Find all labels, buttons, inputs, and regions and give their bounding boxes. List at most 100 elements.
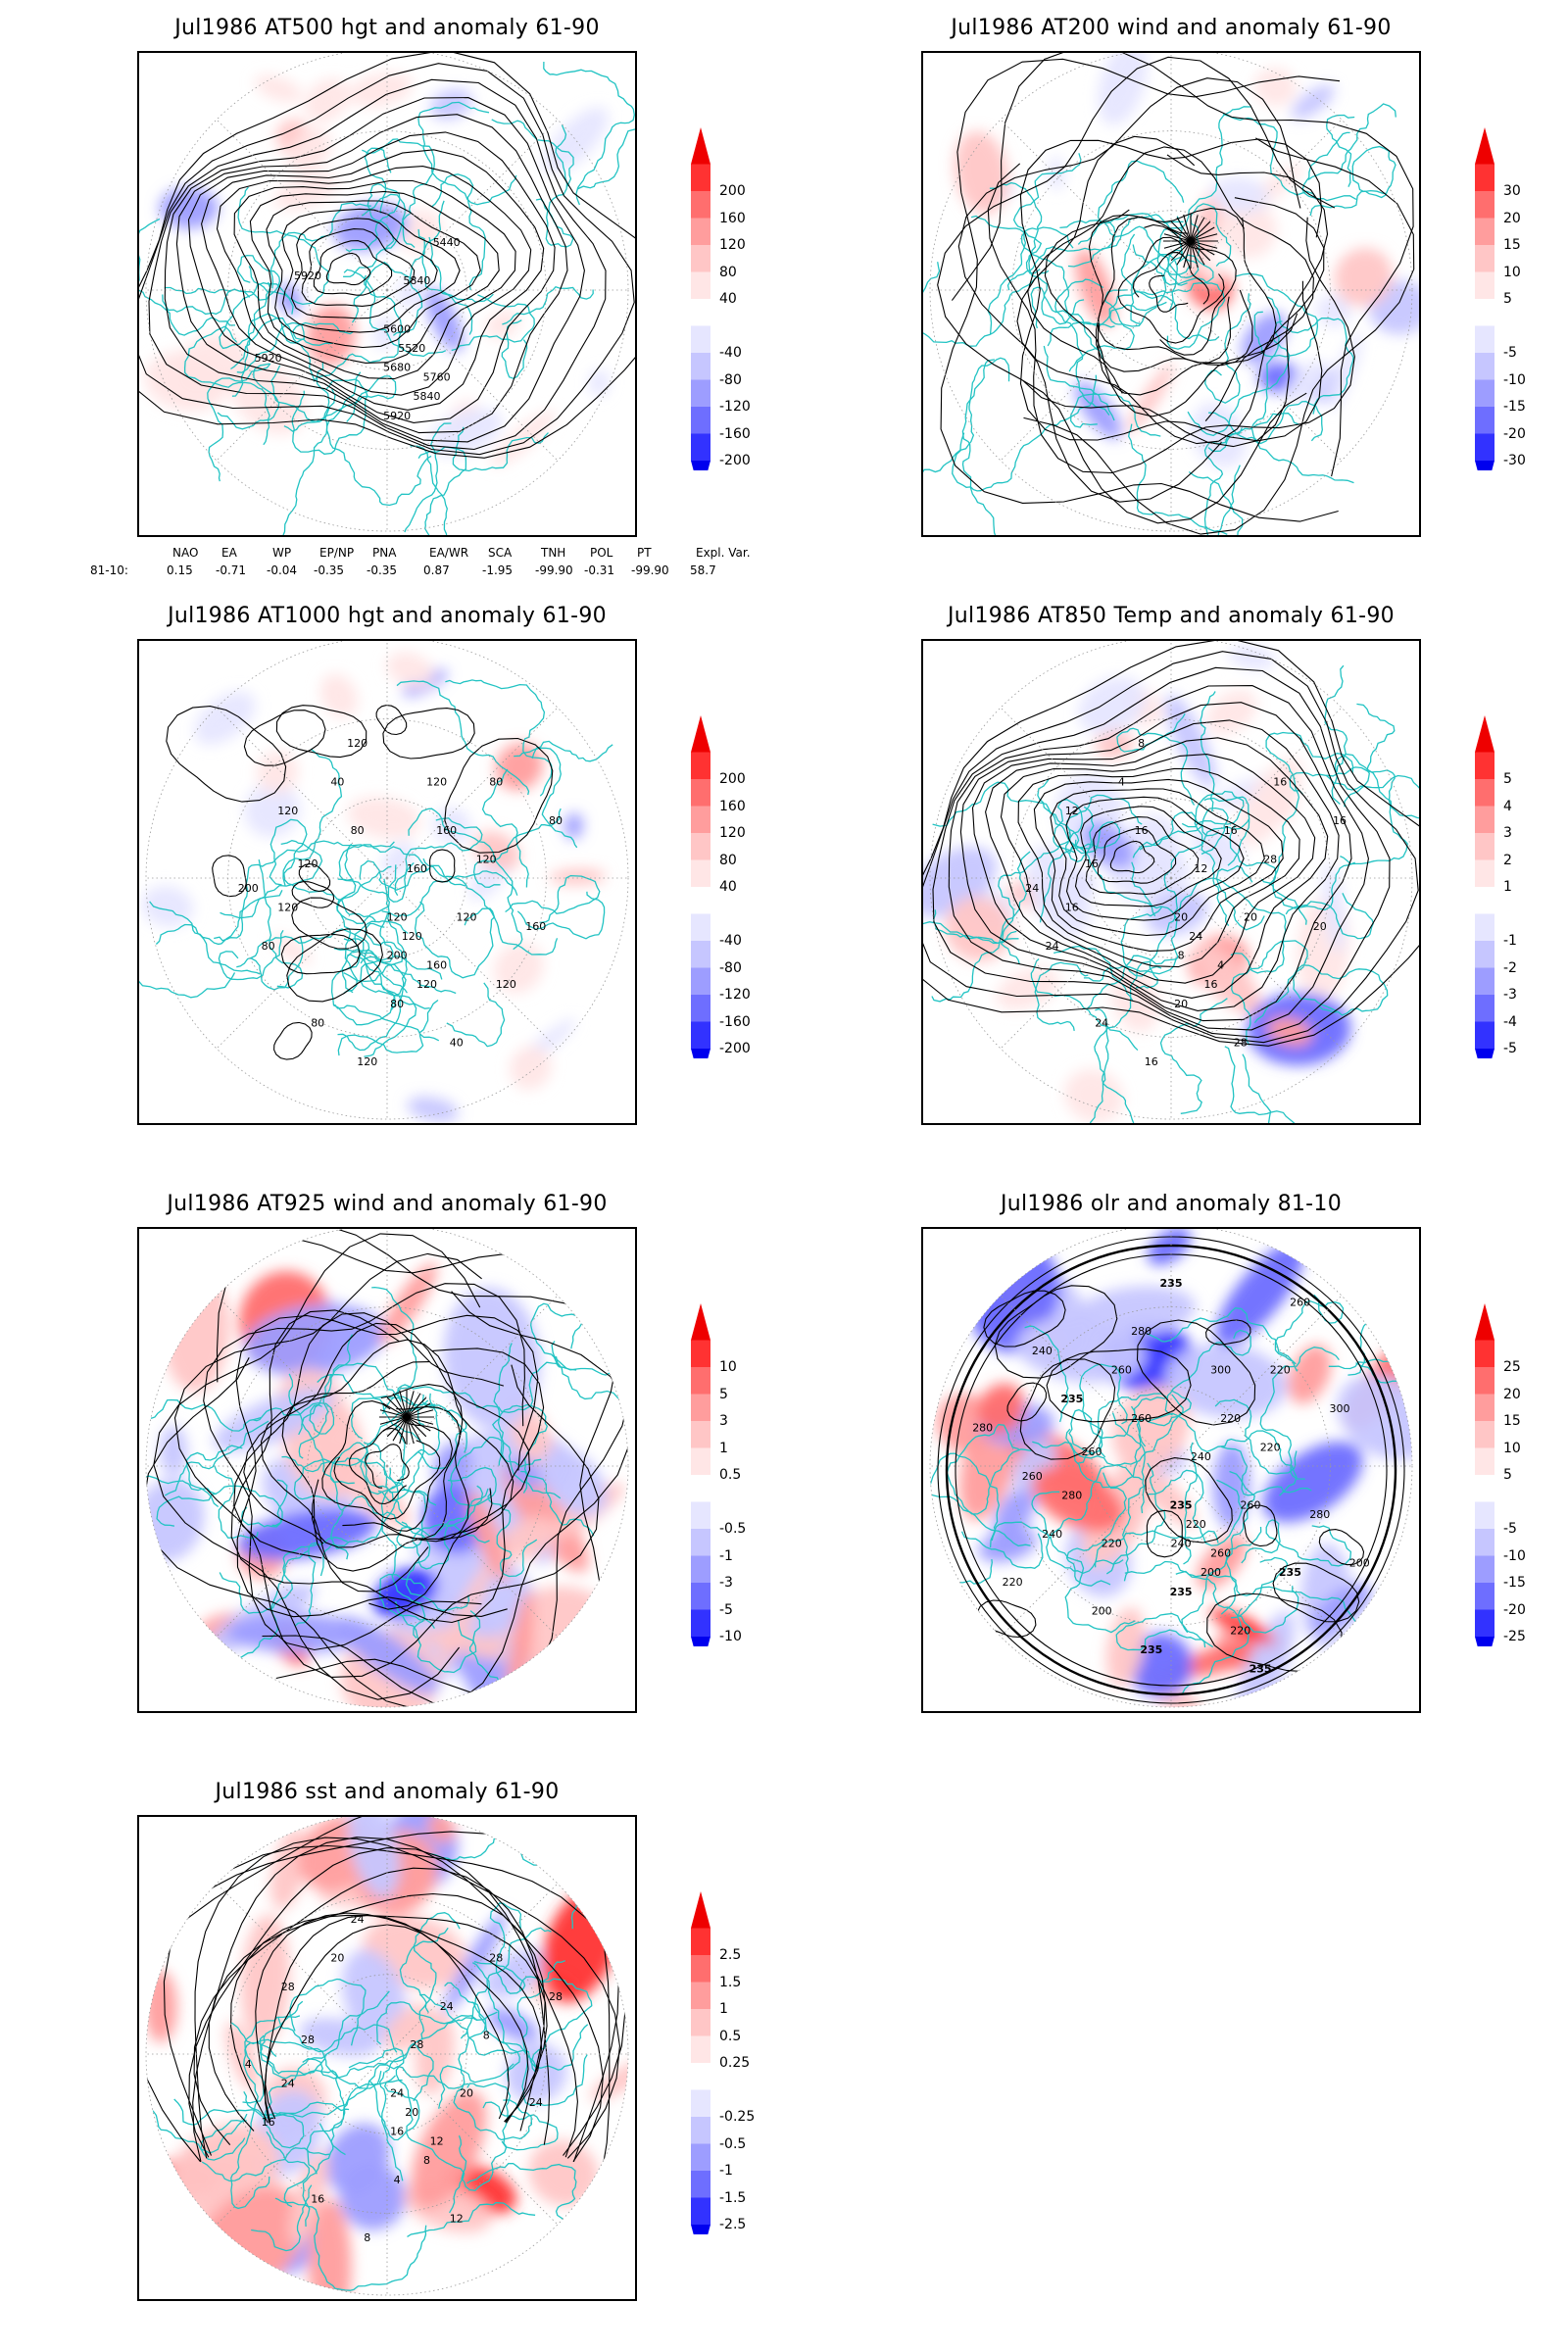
colorbar-label: -4 [1503,1013,1517,1030]
coastlines [146,1286,628,1707]
colorbar: 2.5 1.5 1 0.5 0.25 -0.25 -0.5 -1 -1.5 -2.5 [684,1891,802,2262]
contour-label: 220 [1003,1576,1023,1589]
contour-label: 24 [1189,930,1202,943]
teleconnection-value-cell: -0.31 [584,564,615,577]
panel-500-height: Jul1986 AT500 hgt and anomaly 61-90 5920 5… [137,16,941,545]
contour-label: 16 [1224,824,1238,837]
colorbar-label: 5 [719,1386,728,1402]
teleconnection-value-cell: -0.35 [367,564,398,577]
teleconnection-header-cell: WP [272,546,292,560]
contour-label: 120 [496,978,516,991]
colorbar-label: 40 [719,879,737,895]
contour-label: 160 [436,824,457,837]
map-frame [137,1227,637,1713]
coastlines [139,679,613,1057]
contour-label: 5440 [433,236,461,249]
colorbar-label: 25 [1503,1359,1521,1375]
contour-label: 300 [1330,1402,1350,1415]
teleconnection-value-cell: 58.7 [690,564,716,577]
colorbar-swatches [1475,1303,1494,1674]
teleconnection-value-cell: 0.15 [167,564,193,577]
colorbar-label: -40 [719,933,742,949]
colorbar-label: -1.5 [719,2189,747,2206]
contour-label: 220 [1270,1364,1291,1377]
colorbar-label: -30 [1503,453,1526,468]
colorbar-label: 40 [719,291,737,307]
colorbar-label: -5 [1503,1521,1517,1537]
contour-label: 28 [410,2038,423,2051]
contour-label: 160 [407,862,427,875]
colorbar-label: 1 [1503,879,1512,895]
graticule [145,53,629,532]
contour-label: 24 [1095,1017,1108,1030]
colorbar-label: 5 [1503,771,1512,787]
contour-label: 120 [298,858,318,870]
contour-label: 235 [1170,1498,1193,1511]
colorbar-label: -15 [1503,1575,1526,1591]
colorbar-label: -3 [719,1575,733,1591]
contour-label-layer: 260 240 220 235 220 240 260 200 235 240 220 260 280 2… [972,1277,1370,1676]
colorbar-label: -2.5 [719,2217,747,2232]
colorbar: 10 5 3 1 0.5 -0.5 -1 -3 -5 -10 [684,1303,802,1674]
colorbar: 200 160 120 80 40 -40 -80 -120 -160 -200 [684,127,802,498]
colorbar-label: 15 [1503,1413,1521,1429]
anomaly-shading [954,53,1419,468]
colorbar-label: -2 [1503,959,1517,976]
contour-label: 20 [460,2086,473,2099]
teleconnection-value-cell: -1.95 [482,564,514,577]
contour-label: 260 [1111,1364,1132,1377]
contour-label: 16 [1145,1055,1158,1068]
colorbar-label: 120 [719,237,746,253]
panel-sst: Jul1986 sst and anomaly 61-90 28 28 24 24 20 1… [137,1780,941,2309]
colorbar-label: -1 [719,2163,733,2179]
contour-label: 80 [351,824,365,837]
contour-label: 120 [402,930,422,943]
panel-title: Jul1986 AT1000 hgt and anomaly 61-90 [168,604,607,628]
teleconnection-header-cell: POL [590,546,613,560]
colorbar-label: 200 [719,771,746,787]
contour-label: 240 [1171,1538,1192,1550]
teleconnection-value-cell: -0.04 [267,564,298,577]
contour-label: 200 [1200,1566,1221,1579]
contour-label: 120 [476,853,497,865]
teleconnection-header-cell: PT [637,546,652,560]
colorbar-swatches [691,715,710,1086]
polar-map: 120 160 160 120 120 200 160 120 80 80 120 40 120 120 8… [139,641,629,1122]
colorbar-label: 120 [719,825,746,841]
contour-label: 80 [549,814,563,827]
panel-title: Jul1986 AT925 wind and anomaly 61-90 [167,1192,608,1216]
colorbar-label: -120 [719,987,751,1003]
polar-map: 260 240 220 235 220 240 260 200 235 240 220 260 280 2… [929,1229,1413,1708]
colorbar-label: -25 [1503,1629,1526,1644]
teleconnection-header-cell: EA [221,546,237,560]
contour-label: 24 [529,2096,543,2109]
colorbar-label: -0.5 [719,2135,747,2152]
colorbar-swatches [1475,127,1494,498]
teleconnection-value-cell: -0.71 [216,564,247,577]
contour-label: 120 [277,805,298,817]
contour-label: 80 [489,776,503,789]
contour-label: 200 [1092,1605,1112,1618]
contour-label: 12 [1065,805,1079,817]
colorbar-label: 20 [1503,1386,1521,1402]
contour-label: 120 [416,978,437,991]
contour-label: 260 [1022,1470,1043,1483]
contour-label: 16 [1204,978,1218,991]
contour-label: 24 [281,2078,295,2090]
colorbar-label: -5 [719,1601,733,1618]
panel-title: Jul1986 olr and anomaly 81-10 [1000,1192,1343,1216]
teleconnection-header-cell: PNA [372,546,397,560]
contour-label: 20 [1313,920,1327,933]
contour-label: 280 [1131,1325,1152,1338]
graticule [929,53,1413,532]
colorbar-label: -10 [1503,371,1526,388]
colorbar-label: 0.5 [719,2028,742,2044]
contour-label: 40 [450,1036,464,1049]
colorbar-label: 4 [1503,798,1512,814]
colorbar-label: 10 [1503,264,1521,280]
panel-olr: Jul1986 olr and anomaly 81-10 260 240 220 23… [921,1192,1529,1721]
contour-label-layer: 120 160 160 120 120 200 160 120 80 80 120 40 120 120 8… [238,737,563,1068]
contour-label: 4 [1118,776,1125,789]
panel-title: Jul1986 AT850 Temp and anomaly 61-90 [948,604,1395,628]
polar-map [145,1229,629,1708]
